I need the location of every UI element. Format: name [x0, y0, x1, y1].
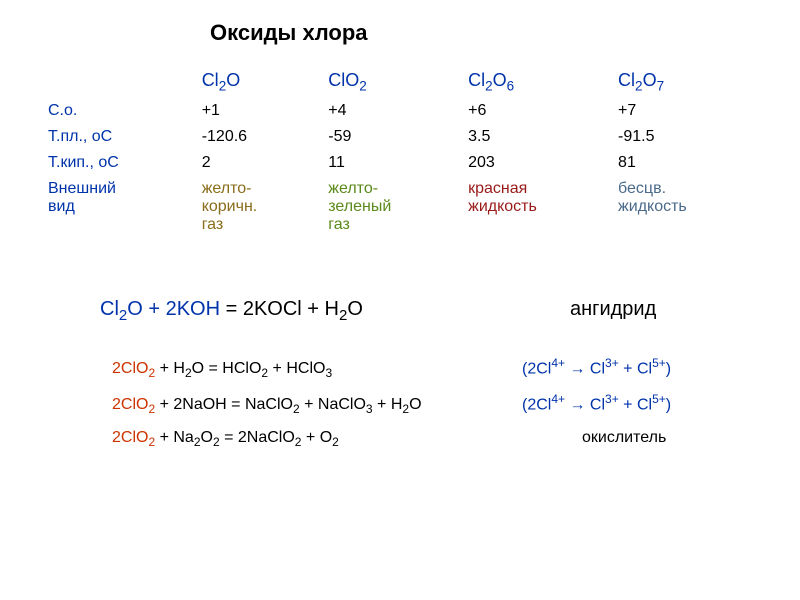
- page-title: Оксиды хлора: [210, 20, 760, 46]
- table-cell: 203: [460, 150, 610, 176]
- equation-main: Cl2O + 2KOH = 2KOCl + H2O: [100, 298, 480, 324]
- equation-main: 2ClO2 + 2NaOH = NaClO2 + NaClO3 + H2O: [112, 396, 492, 416]
- table-cell: +7: [610, 98, 760, 124]
- table-cell: желто- зеленый газ: [320, 176, 460, 238]
- equation-lhs: 2ClO2: [112, 360, 155, 377]
- equations-block: Cl2O + 2KOH = 2KOCl + H2O ангидрид 2ClO2 +…: [100, 298, 760, 449]
- col-header: Cl2O: [194, 66, 321, 98]
- table-cell: +6: [460, 98, 610, 124]
- table-row: Т.пл., оС-120.6-593.5-91.5: [40, 124, 760, 150]
- equation-label: окислитель: [582, 429, 666, 447]
- equation-lhs: 2ClO2: [112, 396, 155, 413]
- table-cell: красная жидкость: [460, 176, 610, 238]
- equation-row: 2ClO2 + 2NaOH = NaClO2 + NaClO3 + H2O (2C…: [112, 392, 760, 417]
- equation-main: 2ClO2 + H2O = HClO2 + HClO3: [112, 360, 492, 380]
- table-cell: -120.6: [194, 124, 321, 150]
- equation-redox: (2Cl4+ → Cl3+ + Cl5+): [522, 356, 671, 378]
- table-cell: 2: [194, 150, 321, 176]
- equation-rhs: = 2KOCl + H2O: [220, 298, 363, 320]
- table-cell: -59: [320, 124, 460, 150]
- equation-row: 2ClO2 + Na2O2 = 2NaClO2 + O2 окислитель: [112, 429, 760, 449]
- equation-row: Cl2O + 2KOH = 2KOCl + H2O ангидрид: [100, 298, 760, 324]
- row-label: Т.пл., оС: [40, 124, 194, 150]
- table-cell: 3.5: [460, 124, 610, 150]
- equation-lhs: Cl2O + 2KOH: [100, 298, 220, 320]
- table-body: С.о.+1+4+6+7Т.пл., оС-120.6-593.5-91.5Т.…: [40, 98, 760, 238]
- oxides-table: Cl2O ClO2 Cl2O6 Cl2O7 С.о.+1+4+6+7Т.пл.,…: [40, 66, 760, 238]
- row-label: Т.кип., оС: [40, 150, 194, 176]
- table-row: Т.кип., оС21120381: [40, 150, 760, 176]
- col-header: Cl2O7: [610, 66, 760, 98]
- equation-row: 2ClO2 + H2O = HClO2 + HClO3 (2Cl4+ → Cl3+…: [112, 356, 760, 381]
- table-cell: +4: [320, 98, 460, 124]
- equation-label: ангидрид: [570, 298, 656, 321]
- col-header: Cl2O6: [460, 66, 610, 98]
- equation-rhs: + Na2O2 = 2NaClO2 + O2: [155, 429, 339, 446]
- equation-redox: (2Cl4+ → Cl3+ + Cl5+): [522, 392, 671, 414]
- equation-main: 2ClO2 + Na2O2 = 2NaClO2 + O2: [112, 429, 492, 449]
- table-cell: бесцв. жидкость: [610, 176, 760, 238]
- table-cell: +1: [194, 98, 321, 124]
- equation-lhs: 2ClO2: [112, 429, 155, 446]
- table-cell: 81: [610, 150, 760, 176]
- table-cell: 11: [320, 150, 460, 176]
- table-header-row: Cl2O ClO2 Cl2O6 Cl2O7: [40, 66, 760, 98]
- col-header: ClO2: [320, 66, 460, 98]
- table-cell: -91.5: [610, 124, 760, 150]
- table-row: Внешний виджелто- коричн. газжелто- зеле…: [40, 176, 760, 238]
- table-row: С.о.+1+4+6+7: [40, 98, 760, 124]
- row-label: С.о.: [40, 98, 194, 124]
- equation-rhs: + 2NaOH = NaClO2 + NaClO3 + H2O: [155, 396, 421, 413]
- row-label: Внешний вид: [40, 176, 194, 238]
- equation-rhs: + H2O = HClO2 + HClO3: [155, 360, 332, 377]
- table-cell: желто- коричн. газ: [194, 176, 321, 238]
